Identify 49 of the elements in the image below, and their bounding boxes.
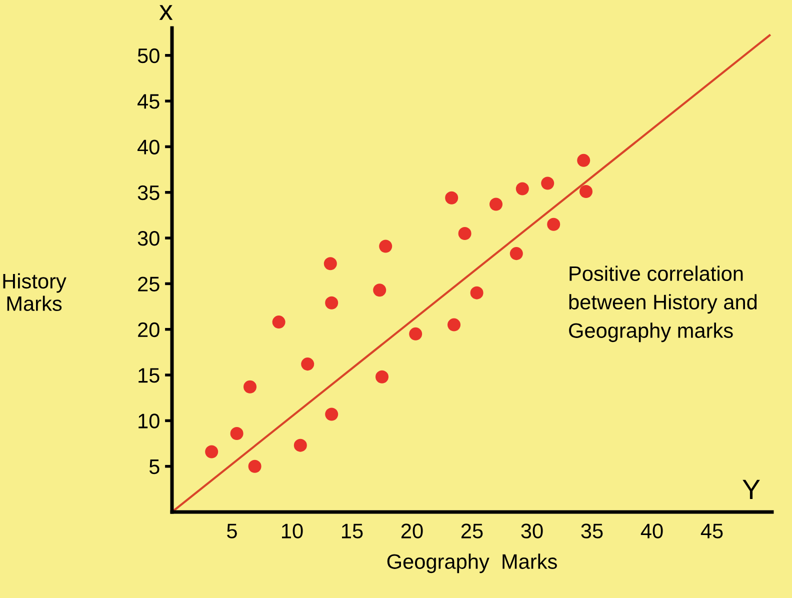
point (489, 198, 503, 211)
x-tick-label: 5 (227, 524, 237, 538)
point (447, 318, 461, 332)
point (373, 284, 386, 297)
y-tick-label: 45 (138, 94, 160, 109)
point (470, 286, 484, 300)
point (325, 296, 338, 310)
y-tick-label: 50 (138, 48, 160, 64)
annotation: Positive correlation between History and Geography marks (569, 266, 757, 342)
y-tick-label: 10 (138, 414, 160, 428)
x-tick-label: 20 (401, 524, 423, 538)
point (379, 240, 392, 253)
point (458, 226, 472, 240)
point (230, 426, 244, 440)
y-tick-label: 40 (138, 140, 160, 154)
point (272, 316, 286, 329)
x-tick-label: 40 (640, 524, 663, 538)
y-tick-label: 25 (138, 276, 160, 292)
x-tick-label: 30 (521, 524, 543, 538)
x-tick-label: 25 (461, 524, 483, 538)
point (301, 358, 314, 371)
point (409, 327, 422, 340)
text: x (159, 5, 173, 20)
point (547, 218, 560, 231)
y-tick-label: 20 (138, 322, 160, 338)
x-axis-title: Geography Marks (387, 554, 557, 574)
x-tick-label: 10 (282, 524, 303, 538)
point (243, 380, 257, 394)
point (577, 154, 590, 167)
y-tick-label: 15 (138, 368, 160, 383)
point (325, 408, 338, 421)
x-tick-label: 15 (342, 524, 363, 538)
x-tick-label: 35 (581, 524, 603, 538)
y-tick-label: 5 (149, 460, 160, 474)
point (375, 370, 389, 384)
annotation: Y (742, 480, 760, 499)
point (324, 257, 337, 270)
point (445, 191, 458, 204)
y-tick-label: 35 (138, 185, 160, 200)
point (516, 182, 529, 196)
point (541, 176, 554, 190)
y-tick-label: 30 (138, 231, 160, 246)
point (579, 184, 593, 198)
y-axis-title: History Marks (3, 273, 66, 312)
point (294, 438, 307, 452)
point (248, 460, 262, 473)
x-tick-label: 45 (700, 524, 723, 538)
point (510, 247, 523, 260)
point (205, 445, 218, 458)
